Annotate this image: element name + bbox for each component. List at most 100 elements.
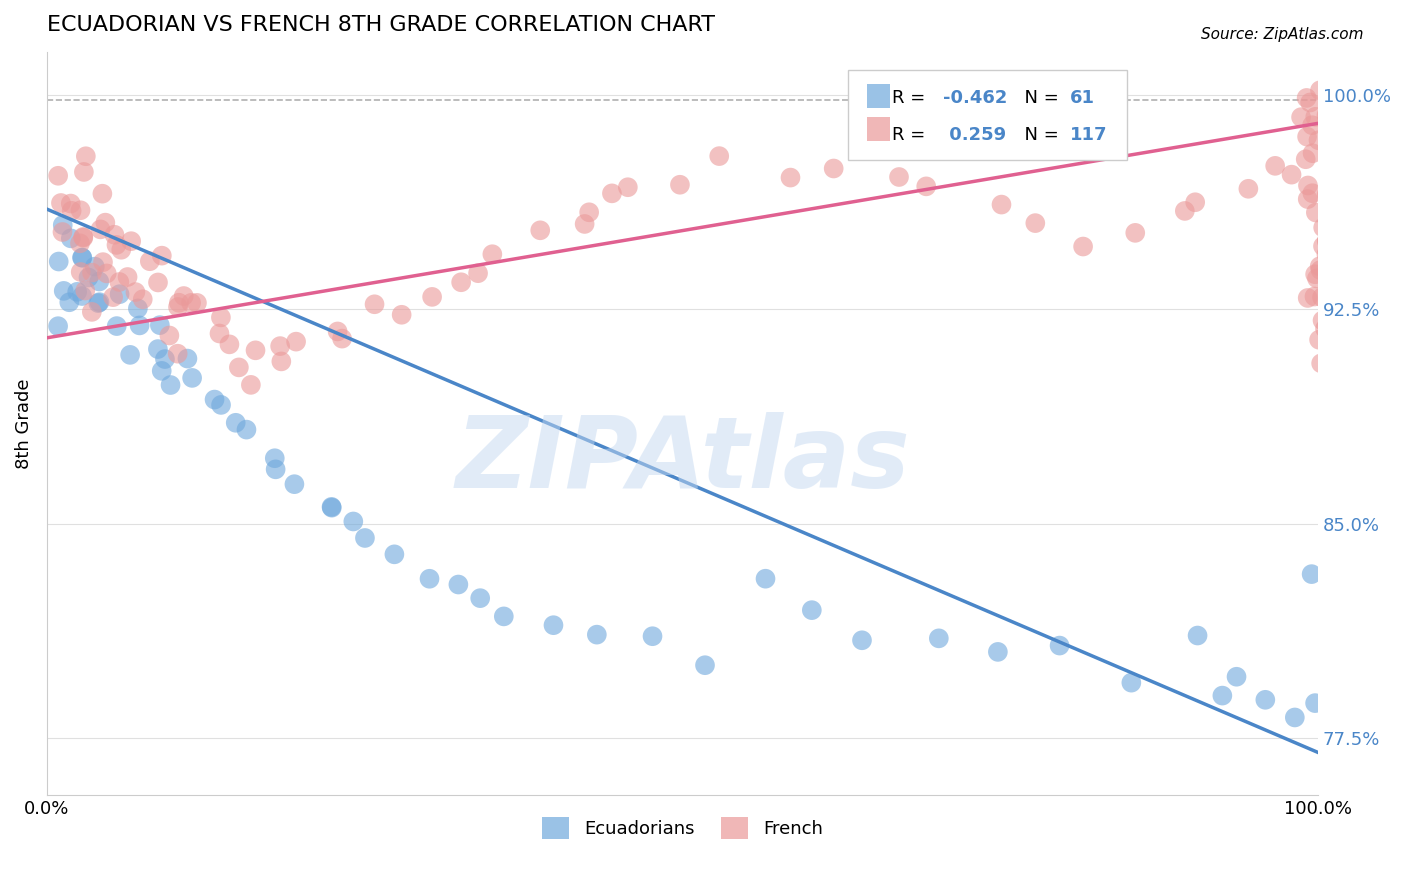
Point [204,392,226,407]
Text: 61: 61 [1070,89,1095,107]
Point [1071,239,1094,253]
Point [1264,159,1286,173]
Point [49,196,72,211]
Point [420,290,443,304]
Point [1312,313,1334,327]
Point [120,348,142,362]
Point [83,260,105,274]
Text: ZIPAtlas: ZIPAtlas [456,412,910,509]
Point [139,254,162,268]
Point [1316,187,1339,202]
Point [48,254,70,268]
Point [1323,336,1346,351]
Point [669,178,692,192]
Point [363,297,385,311]
Point [1308,133,1330,147]
Point [1305,205,1327,219]
Point [1299,95,1322,110]
Point [1301,118,1323,132]
Point [72,231,94,245]
Point [1316,318,1339,332]
Point [270,354,292,368]
Point [1316,234,1339,248]
Point [73,165,96,179]
Point [235,423,257,437]
Point [1312,239,1334,253]
Point [467,266,489,280]
Point [600,186,623,201]
Point [58,295,80,310]
Point [186,296,208,310]
Point [326,325,349,339]
Point [1281,168,1303,182]
Point [245,343,267,358]
Point [1123,226,1146,240]
Point [1323,157,1346,171]
Point [89,295,111,310]
Point [285,334,308,349]
Point [1316,215,1339,229]
Point [157,328,180,343]
Text: R =: R = [893,126,931,145]
Point [46,169,69,183]
Point [264,462,287,476]
Point [228,360,250,375]
Point [72,230,94,244]
Point [124,285,146,299]
Text: -0.462: -0.462 [943,89,1008,107]
Point [70,289,93,303]
Point [1184,195,1206,210]
Point [209,398,232,412]
Point [1315,108,1337,122]
Point [128,318,150,333]
Point [1309,260,1331,274]
Legend: Ecuadorians, French: Ecuadorians, French [536,809,830,846]
Point [59,196,82,211]
Point [167,295,190,310]
Point [146,342,169,356]
Point [146,276,169,290]
Point [391,308,413,322]
Point [181,371,204,385]
Point [1302,146,1324,161]
Point [225,416,247,430]
Point [1322,127,1344,141]
Point [159,378,181,392]
Y-axis label: 8th Grade: 8th Grade [15,378,32,469]
Point [928,632,950,646]
Point [52,218,75,232]
Point [108,287,131,301]
Point [1313,321,1336,335]
Point [342,515,364,529]
Point [990,197,1012,211]
Point [321,500,343,514]
Point [1296,291,1319,305]
Point [80,305,103,319]
Point [1187,628,1209,642]
Point [167,300,190,314]
Point [132,292,155,306]
Point [1296,178,1319,193]
Point [69,203,91,218]
Point [1310,356,1333,370]
Point [1211,689,1233,703]
Point [450,275,472,289]
Point [269,339,291,353]
Point [543,618,565,632]
Point [330,332,353,346]
Point [209,310,232,325]
Bar [868,84,890,108]
Bar [868,117,890,141]
Point [52,284,75,298]
Text: 117: 117 [1070,126,1108,145]
Point [1237,182,1260,196]
Point [800,603,823,617]
Point [91,186,114,201]
Point [1295,153,1317,167]
Text: N =: N = [1014,89,1064,107]
Point [641,629,664,643]
Point [94,216,117,230]
Point [851,633,873,648]
Point [208,326,231,341]
Point [1284,710,1306,724]
